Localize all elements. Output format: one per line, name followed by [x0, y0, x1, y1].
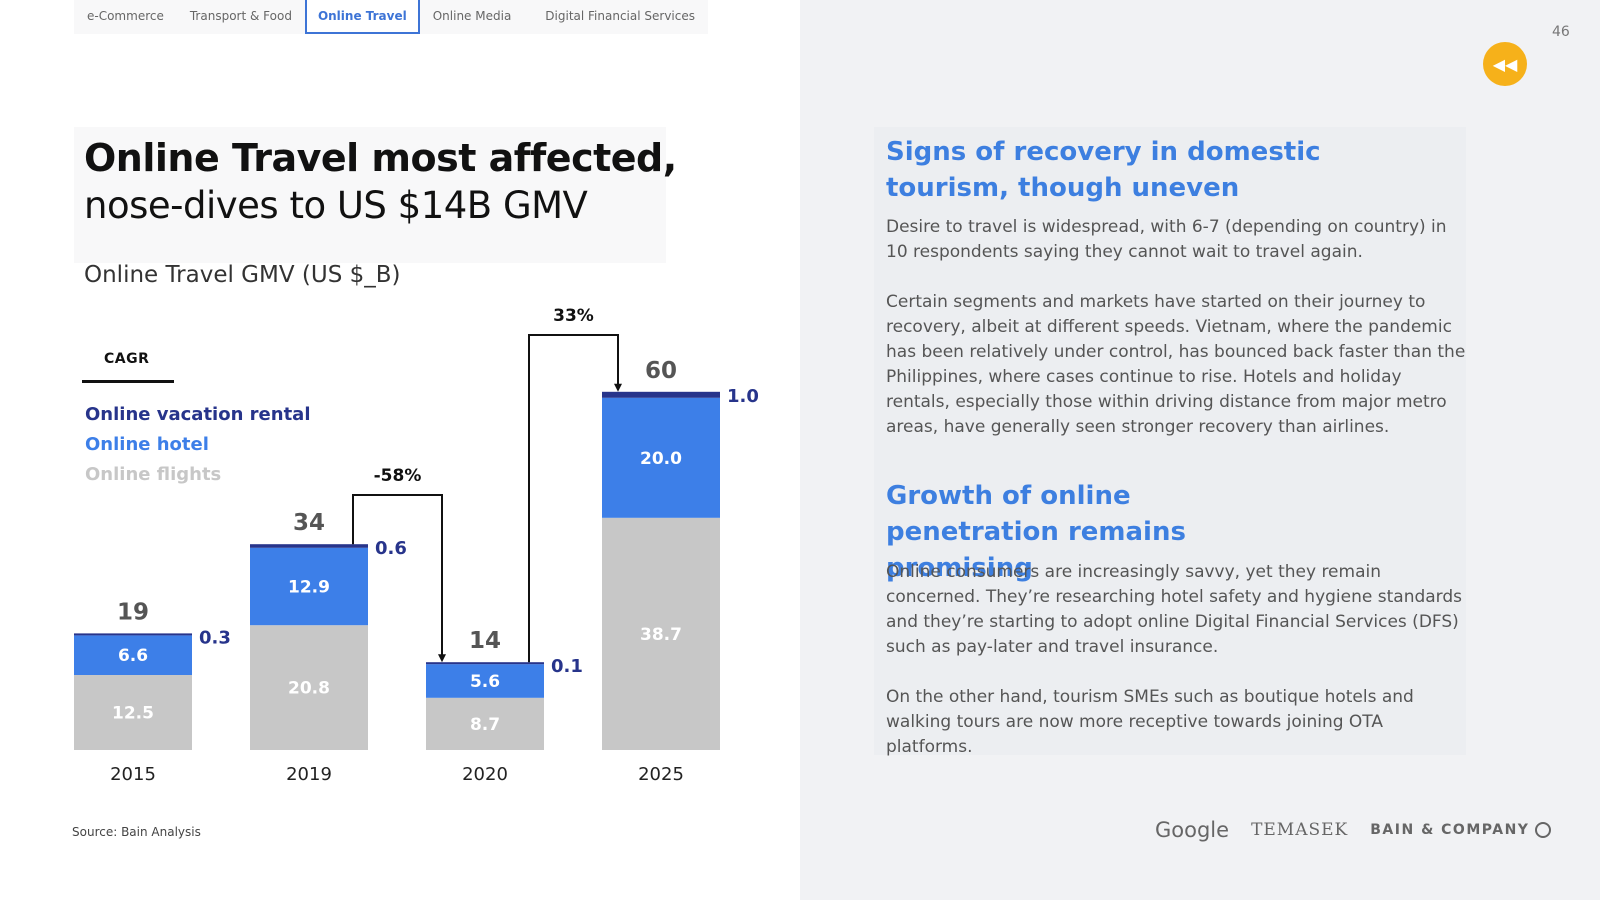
stacked-bar-chart: 12.5 6.6 0.3 19 2015 20.8 12.9 0.6 34 2019 8.7 5.6 0… — [74, 306, 759, 785]
paragraph-desire: Desire to travel is widespread, with 6-7… — [886, 217, 1447, 262]
cagr-2020-2025-line — [528, 334, 619, 663]
label-rental-2020: 0.1 — [551, 656, 583, 677]
paragraph-segments: Certain segments and markets have starte… — [886, 292, 1466, 437]
bar-rental-2019 — [250, 544, 368, 548]
tab-online-media[interactable]: Online Media — [432, 9, 512, 23]
temasek-logo: TEMASEK — [1251, 820, 1349, 840]
bar-hotel-2025 — [602, 397, 720, 518]
total-2025: 60 — [645, 358, 677, 384]
x-tick-2020: 2020 — [462, 764, 508, 785]
x-tick-2019: 2019 — [286, 764, 332, 785]
x-tick-2025: 2025 — [638, 764, 684, 785]
total-2015: 19 — [117, 599, 149, 625]
bar-flights-2025 — [602, 517, 720, 750]
label-hotel-2019: 12.9 — [288, 578, 330, 598]
tab-digital-financial-services[interactable]: Digital Financial Services — [545, 9, 695, 23]
chart-title: Online Travel GMV (US $_B) — [84, 262, 401, 288]
bar-flights-2015 — [74, 675, 192, 750]
page-number: 46 — [1552, 24, 1570, 40]
tab-bar: e-Commerce Transport & Food Online Trave… — [74, 0, 708, 34]
title-box — [74, 127, 666, 263]
bar-hotel-2020 — [426, 664, 544, 698]
bar-hotel-2019 — [250, 547, 368, 626]
page-subtitle: nose-dives to US $14B GMV — [84, 184, 588, 227]
label-hotel-2020: 5.6 — [470, 672, 500, 692]
partner-logos: Google TEMASEK BAIN & COMPANY — [1155, 818, 1552, 842]
legend-vacation-rental: Online vacation rental — [85, 404, 311, 425]
cagr-label: CAGR — [104, 351, 150, 367]
cagr-2019-2020-label: -58% — [374, 466, 422, 486]
paragraph-consumers: Online consumers are increasingly savvy,… — [886, 562, 1463, 657]
label-rental-2015: 0.3 — [199, 627, 231, 648]
label-hotel-2015: 6.6 — [118, 646, 148, 666]
google-logo: Google — [1155, 818, 1230, 842]
cagr-underline — [82, 380, 174, 383]
label-flights-2020: 8.7 — [470, 715, 500, 735]
rewind-icon: ◀◀ — [1492, 54, 1518, 74]
label-rental-2019: 0.6 — [375, 538, 407, 559]
total-2020: 14 — [469, 628, 501, 654]
text-panel — [874, 127, 1466, 755]
bar-flights-2020 — [426, 697, 544, 750]
rewind-button[interactable]: ◀◀ — [1483, 42, 1527, 86]
page-title: Online Travel most affected, — [84, 136, 677, 180]
label-flights-2025: 38.7 — [640, 625, 682, 645]
tab-ecommerce[interactable]: e-Commerce — [87, 9, 164, 23]
total-2019: 34 — [293, 510, 325, 536]
cagr-2020-2025-arrow — [614, 383, 622, 392]
bar-hotel-2015 — [74, 635, 192, 675]
bain-mark-icon — [1535, 822, 1552, 838]
tab-transport-food[interactable]: Transport & Food — [189, 9, 292, 23]
legend-online-hotel: Online hotel — [85, 434, 209, 455]
bar-rental-2015 — [74, 633, 192, 636]
heading-recovery: Signs of recovery in domestic tourism, t… — [886, 137, 1321, 203]
label-hotel-2025: 20.0 — [640, 449, 682, 469]
legend-online-flights: Online flights — [85, 464, 222, 485]
label-rental-2025: 1.0 — [727, 386, 759, 407]
bain-logo: BAIN & COMPANY — [1370, 822, 1530, 838]
cagr-2019-2020-line — [352, 494, 443, 657]
heading-growth: Growth of online penetration remains pro… — [886, 481, 1186, 583]
cagr-2019-2020-arrow — [438, 654, 446, 663]
label-flights-2015: 12.5 — [112, 704, 154, 724]
cagr-2020-2025-label: 33% — [553, 306, 594, 326]
label-flights-2019: 20.8 — [288, 679, 330, 699]
bar-flights-2019 — [250, 625, 368, 750]
bar-rental-2025 — [602, 391, 720, 398]
paragraph-smes: On the other hand, tourism SMEs such as … — [886, 687, 1414, 757]
bar-rental-2020 — [426, 662, 544, 665]
source-note: Source: Bain Analysis — [72, 825, 201, 839]
tab-online-travel[interactable]: Online Travel — [304, 0, 420, 34]
x-tick-2015: 2015 — [110, 764, 156, 785]
